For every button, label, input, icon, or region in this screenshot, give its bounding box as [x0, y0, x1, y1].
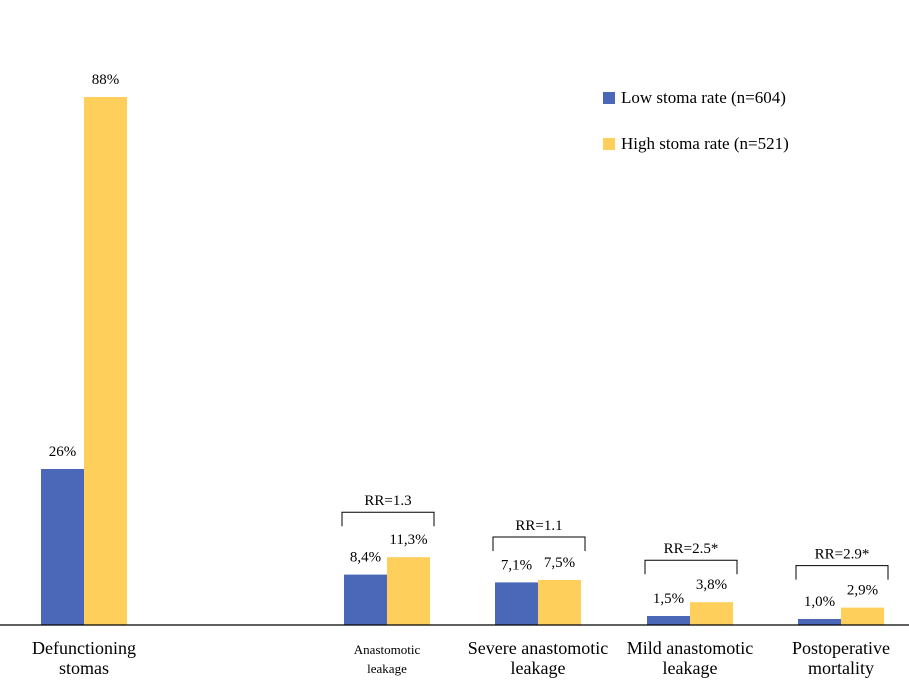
legend-swatch-2 — [603, 138, 615, 150]
x-tick-label-line: Postoperative — [792, 638, 890, 658]
annotation-category-2: RR=1.3 — [364, 493, 411, 509]
x-tick-label-line: Severe anastomotic — [468, 638, 608, 658]
data-label-series-2-category-4: 3,8% — [696, 577, 727, 593]
x-tick-label-2: Anastomotic leakage — [354, 642, 421, 676]
legend-swatch-1 — [603, 92, 615, 104]
x-tick-label-line: Defunctioning — [32, 638, 136, 658]
legend: Low stoma rate (n=604) High stoma rate (n… — [603, 88, 789, 153]
data-label-series-1-category-2: 8,4% — [350, 550, 381, 566]
bracket-category-2 — [341, 511, 435, 527]
x-tick-label-line: leakage — [663, 658, 718, 678]
data-label-series-1-category-5: 1,0% — [804, 594, 835, 610]
x-tick-label-1: Defunctioning stomas — [32, 638, 136, 678]
x-tick-label-3: Severe anastomotic leakage — [468, 638, 608, 678]
bar-series-1-category-5 — [798, 619, 841, 625]
bracket-category-5 — [795, 565, 889, 580]
x-tick-label-4: Mild anastomotic leakage — [627, 638, 753, 678]
x-tick-label-line: mortality — [808, 658, 874, 678]
bracket-category-4 — [644, 559, 738, 575]
data-label-series-1-category-4: 1,5% — [653, 591, 684, 607]
annotation-category-3: RR=1.1 — [515, 518, 562, 534]
bar-series-2-category-2 — [387, 557, 430, 625]
bar-series-2-category-1 — [84, 97, 127, 625]
x-tick-label-line: Mild anastomotic — [627, 638, 753, 658]
data-label-series-2-category-5: 2,9% — [847, 583, 878, 599]
x-tick-label-line: leakage — [367, 661, 407, 676]
x-tick-label-line: Anastomotic — [354, 642, 421, 657]
bars-layer: 26% 88% 8,4% 11,3% 7,1% 7,5% 1,5% 3,8% 1,0% 2,9% — [41, 72, 884, 625]
annotations-layer: Relative risk=3.4*RR=1.3RR=1.1RR=2.5*RR=… — [341, 493, 889, 580]
bar-series-2-category-5 — [841, 607, 884, 625]
data-label-series-1-category-3: 7,1% — [501, 557, 532, 573]
x-tick-label-5: Postoperative mortality — [792, 638, 890, 678]
data-label-series-2-category-3: 7,5% — [544, 555, 575, 571]
data-label-series-2-category-2: 11,3% — [389, 532, 427, 548]
annotation-category-4: RR=2.5* — [664, 541, 719, 557]
legend-label-1: Low stoma rate (n=604) — [621, 88, 786, 107]
bar-series-1-category-1 — [41, 469, 84, 625]
bar-series-2-category-3 — [538, 580, 581, 625]
bar-series-2-category-4 — [690, 602, 733, 625]
data-label-series-2-category-1: 88% — [92, 72, 120, 88]
legend-label-2: High stoma rate (n=521) — [621, 134, 789, 153]
data-label-series-1-category-1: 26% — [49, 444, 77, 460]
annotation-category-5: RR=2.9* — [815, 547, 870, 563]
x-tick-label-line: leakage — [511, 658, 566, 678]
bracket-category-3 — [492, 536, 586, 551]
bar-series-1-category-4 — [647, 616, 690, 625]
x-tick-label-line: stomas — [59, 658, 109, 678]
bar-series-1-category-3 — [495, 582, 538, 625]
bar-series-1-category-2 — [344, 574, 387, 625]
